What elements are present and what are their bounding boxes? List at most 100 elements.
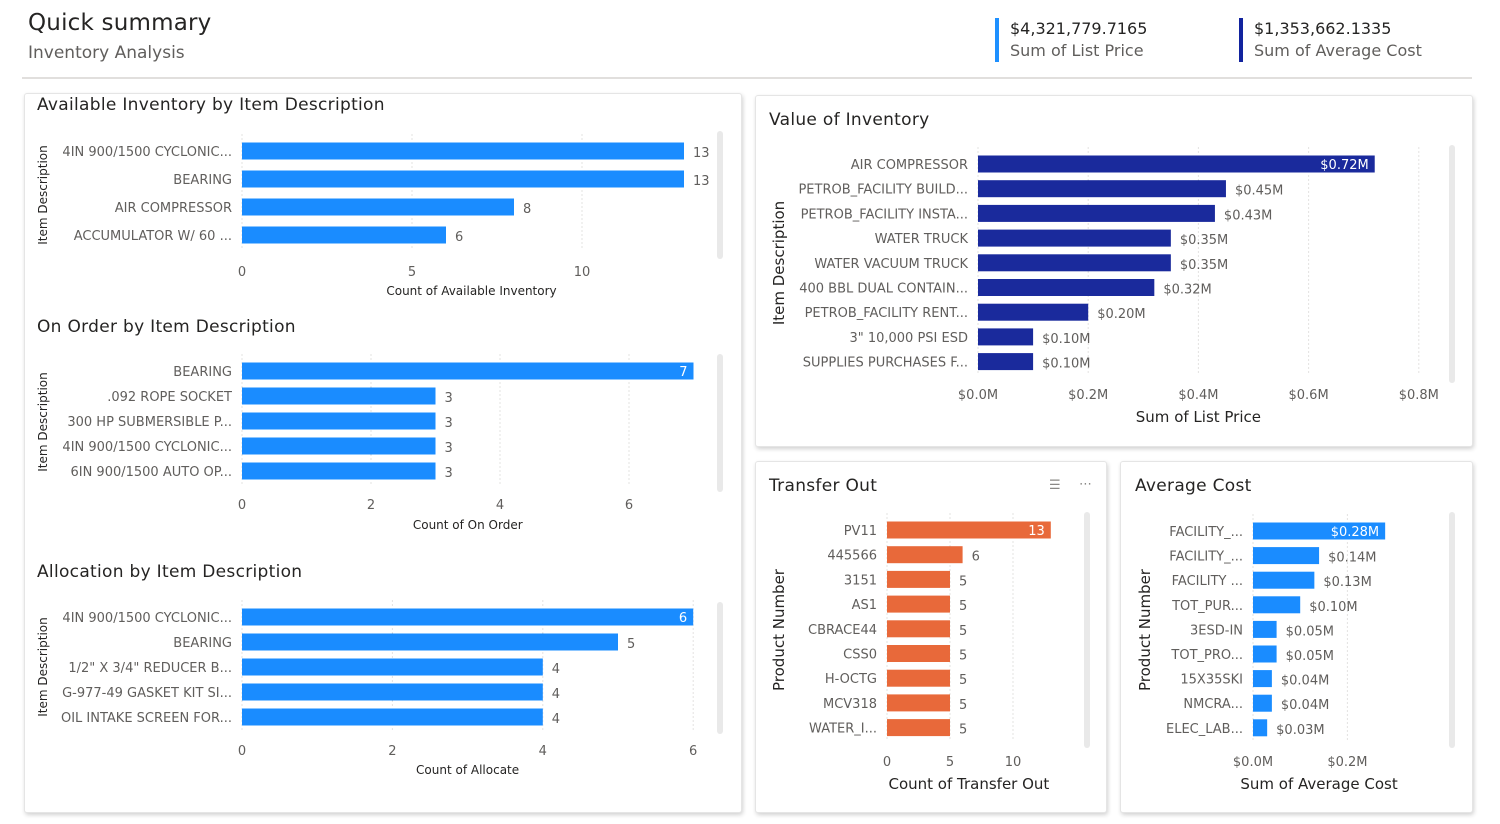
allocation-bar <box>242 708 543 726</box>
allocation-category-label: 1/2" X 3/4" REDUCER B... <box>68 661 232 676</box>
available-scrollbar[interactable] <box>717 131 723 259</box>
onorder-scrollbar[interactable] <box>717 354 723 492</box>
avgcost-data-label: $0.05M <box>1286 649 1334 664</box>
avgcost-scrollbar[interactable] <box>1449 512 1455 748</box>
avgcost-bar <box>1253 547 1320 565</box>
available-category-label: 4IN 900/1500 CYCLONIC... <box>62 145 232 160</box>
transfer-data-label: 5 <box>959 649 967 664</box>
onorder-tick-label: 6 <box>625 498 633 513</box>
avgcost-data-label: $0.10M <box>1309 600 1357 615</box>
avgcost-tick-label: $0.2M <box>1327 755 1367 770</box>
transfer-bar <box>887 620 950 638</box>
available-category-label: BEARING <box>173 173 232 188</box>
available-data-label: 6 <box>455 230 463 245</box>
value-data-label: $0.10M <box>1042 332 1090 347</box>
available-chart-title: Available Inventory by Item Description <box>37 95 385 115</box>
value-tick-label: $0.8M <box>1399 388 1439 403</box>
avgcost-data-label: $0.28M <box>1331 525 1379 540</box>
transfer-tick-label: 0 <box>883 755 891 770</box>
filter-icon[interactable]: ☰ <box>1049 478 1061 493</box>
value-chart-title: Value of Inventory <box>769 110 930 130</box>
transfer-bar <box>887 595 950 613</box>
transfer-data-label: 5 <box>959 599 967 614</box>
transfer-category-label: 445566 <box>827 549 877 564</box>
available-data-label: 8 <box>523 202 531 217</box>
avgcost-x-axis-title: Sum of Average Cost <box>1240 775 1397 793</box>
value-scrollbar[interactable] <box>1449 145 1455 383</box>
transfer-tick-label: 10 <box>1005 755 1022 770</box>
available-bar <box>242 170 684 188</box>
available-bar <box>242 226 446 244</box>
avgcost-bar <box>1253 694 1272 712</box>
allocation-scrollbar[interactable] <box>717 602 723 734</box>
transfer-data-label: 5 <box>959 723 967 738</box>
value-bar <box>978 279 1155 296</box>
value-bar <box>978 353 1034 371</box>
more-options-icon[interactable]: ⋯ <box>1079 477 1092 492</box>
onorder-data-label: 3 <box>445 391 453 406</box>
report-header: Quick summary Inventory Analysis <box>28 10 211 63</box>
allocation-x-axis-title: Count of Allocate <box>416 763 519 777</box>
onorder-bar <box>242 362 694 380</box>
allocation-category-label: OIL INTAKE SCREEN FOR... <box>61 711 232 726</box>
avgcost-category-label: FACILITY ... <box>1172 574 1243 589</box>
onorder-bar <box>242 387 436 405</box>
value-tick-label: $0.6M <box>1289 388 1329 403</box>
kpi-card-list-price[interactable]: $4,321,779.7165 Sum of List Price <box>995 18 1147 62</box>
avgcost-bar <box>1253 620 1277 638</box>
onorder-tick-label: 2 <box>367 498 375 513</box>
available-category-label: ACCUMULATOR W/ 60 ... <box>74 229 232 244</box>
onorder-chart-title: On Order by Item Description <box>37 317 296 337</box>
available-x-axis-title: Count of Available Inventory <box>386 284 556 298</box>
avgcost-category-label: 15X35SKI <box>1180 673 1243 688</box>
page-subtitle: Inventory Analysis <box>28 43 185 63</box>
onorder-category-label: 4IN 900/1500 CYCLONIC... <box>62 440 232 455</box>
kpi-card-average-cost[interactable]: $1,353,662.1335 Sum of Average Cost <box>1239 18 1422 62</box>
avgcost-category-label: FACILITY_... <box>1169 525 1243 540</box>
page-title: Quick summary <box>28 10 212 36</box>
value-bar <box>978 204 1215 222</box>
value-y-axis-title: Item Description <box>770 201 788 325</box>
avgcost-category-label: TOT_PUR... <box>1171 599 1243 614</box>
transfer-category-label: AS1 <box>852 598 877 613</box>
available-tick-label: 0 <box>238 265 246 280</box>
avgcost-chart-title: Average Cost <box>1135 476 1252 496</box>
transfer-data-label: 5 <box>959 574 967 589</box>
transfer-data-label: 5 <box>959 624 967 639</box>
transfer-bar <box>887 645 950 662</box>
transfer-bar <box>887 521 1051 539</box>
transfer-bar <box>887 719 950 737</box>
onorder-data-label: 3 <box>445 441 453 456</box>
allocation-category-label: 4IN 900/1500 CYCLONIC... <box>62 611 232 626</box>
onorder-x-axis-title: Count of On Order <box>413 518 523 532</box>
average-cost-panel <box>1120 461 1473 813</box>
transfer-scrollbar[interactable] <box>1084 512 1090 748</box>
available-category-label: AIR COMPRESSOR <box>115 201 232 216</box>
allocation-data-label: 4 <box>552 687 560 702</box>
allocation-chart-title: Allocation by Item Description <box>37 562 303 582</box>
value-category-label: WATER TRUCK <box>875 232 969 247</box>
value-category-label: 400 BBL DUAL CONTAIN... <box>799 282 968 297</box>
onorder-category-label: 6IN 900/1500 AUTO OP... <box>70 465 232 480</box>
avgcost-bar <box>1253 571 1315 589</box>
available-y-axis-title: Item Description <box>36 145 50 244</box>
value-data-label: $0.72M <box>1320 158 1368 173</box>
avgcost-category-label: NMCRA... <box>1183 697 1243 712</box>
allocation-bar <box>242 633 618 651</box>
value-bar <box>978 155 1375 173</box>
transfer-category-label: CBRACE44 <box>808 623 877 638</box>
value-bar <box>978 229 1171 247</box>
onorder-data-label: 3 <box>445 466 453 481</box>
allocation-data-label: 4 <box>552 662 560 677</box>
value-category-label: WATER VACUUM TRUCK <box>814 257 968 272</box>
allocation-bar <box>242 683 543 701</box>
value-x-axis-title: Sum of List Price <box>1136 408 1261 426</box>
value-category-label: AIR COMPRESSOR <box>851 158 968 173</box>
available-tick-label: 5 <box>408 265 416 280</box>
value-tick-label: $0.0M <box>958 388 998 403</box>
allocation-data-label: 5 <box>627 637 635 652</box>
value-data-label: $0.10M <box>1042 357 1090 372</box>
value-tick-label: $0.2M <box>1068 388 1108 403</box>
transfer-bar <box>887 570 950 588</box>
